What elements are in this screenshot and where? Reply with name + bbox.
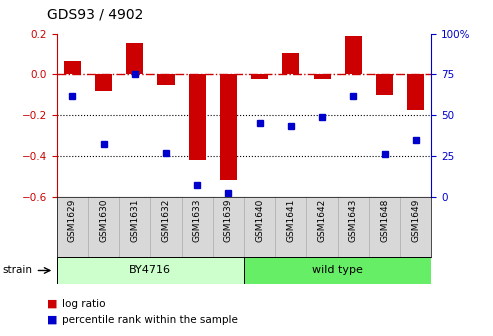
Text: ■: ■ [47,299,57,309]
Text: log ratio: log ratio [62,299,105,309]
Bar [407,74,424,110]
Text: GSM1641: GSM1641 [286,198,295,242]
Bar [64,61,81,74]
Bar [244,257,431,284]
Text: ■: ■ [47,315,57,325]
Bar [95,74,112,91]
Bar [251,74,268,79]
Text: GSM1632: GSM1632 [162,198,171,242]
Bar [189,74,206,160]
Bar [220,74,237,180]
Text: GSM1642: GSM1642 [317,198,326,242]
Bar [282,53,299,74]
Text: GSM1639: GSM1639 [224,198,233,242]
Text: GSM1629: GSM1629 [68,198,77,242]
Text: GSM1643: GSM1643 [349,198,358,242]
Text: wild type: wild type [312,265,363,276]
Bar [57,257,244,284]
Text: GSM1630: GSM1630 [99,198,108,242]
Bar [376,74,393,95]
Text: GDS93 / 4902: GDS93 / 4902 [47,8,143,22]
Text: GSM1633: GSM1633 [193,198,202,242]
Text: GSM1640: GSM1640 [255,198,264,242]
Bar [126,43,143,74]
Text: GSM1648: GSM1648 [380,198,389,242]
Text: GSM1631: GSM1631 [130,198,139,242]
Text: BY4716: BY4716 [129,265,172,276]
Text: percentile rank within the sample: percentile rank within the sample [62,315,238,325]
Bar [157,74,175,85]
Text: strain: strain [2,265,33,276]
Bar [314,74,331,79]
Text: GSM1649: GSM1649 [411,198,420,242]
Bar [345,36,362,74]
